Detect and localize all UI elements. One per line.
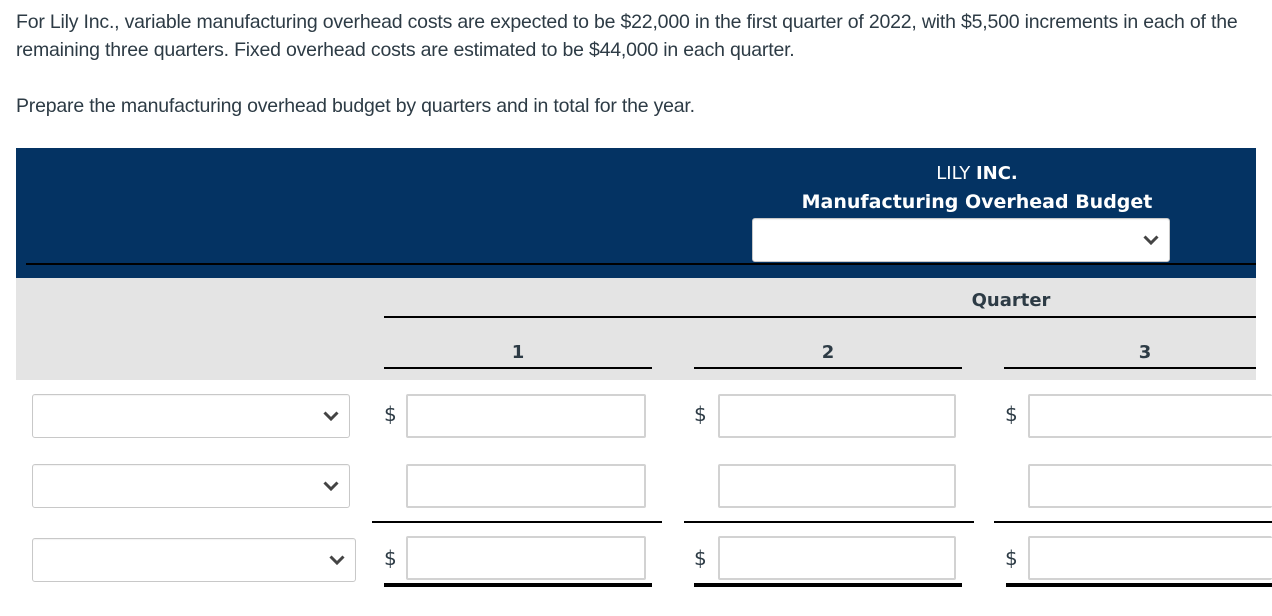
subtotal-rule (684, 521, 974, 523)
chevron-down-icon (323, 481, 339, 491)
total-double-rule (1006, 583, 1272, 587)
currency-symbol: $ (1005, 546, 1018, 570)
column-underline (694, 367, 962, 369)
company-name-suffix: INC. (975, 163, 1018, 184)
total-double-rule (384, 583, 652, 587)
q2-row2-input[interactable] (718, 464, 956, 508)
column-header-q3: 3 (1138, 342, 1152, 363)
total-double-rule (694, 583, 962, 587)
row-label-select-3[interactable] (32, 538, 356, 582)
report-title: Manufacturing Overhead Budget (801, 191, 1153, 213)
row-label-select-1[interactable] (32, 394, 350, 438)
subtotal-rule (372, 521, 662, 523)
period-select[interactable] (752, 218, 1170, 262)
row-label-select-2[interactable] (32, 464, 350, 508)
subtotal-rule (994, 521, 1272, 523)
company-name: LILY INC. (768, 163, 1186, 185)
q1-total-input[interactable] (406, 536, 646, 580)
instruction-text: Prepare the manufacturing overhead budge… (16, 95, 695, 117)
q1-row1-input[interactable] (406, 394, 646, 438)
quarter-group-header: Quarter (971, 290, 1051, 311)
q3-total-input[interactable] (1028, 536, 1272, 580)
column-header-q2: 2 (821, 342, 835, 363)
column-underline (384, 367, 652, 369)
q2-row1-input[interactable] (718, 394, 956, 438)
column-underline (1004, 367, 1256, 369)
column-header-band: Quarter 1 2 3 (16, 278, 1256, 380)
currency-symbol: $ (384, 402, 397, 426)
chevron-down-icon (1143, 235, 1159, 245)
currency-symbol: $ (1005, 402, 1018, 426)
q3-row1-input[interactable] (1028, 394, 1272, 438)
q2-total-input[interactable] (718, 536, 956, 580)
budget-header: LILY INC. Manufacturing Overhead Budget (16, 148, 1256, 278)
chevron-down-icon (329, 555, 345, 565)
currency-symbol: $ (694, 546, 707, 570)
quarter-underline (384, 316, 1256, 318)
currency-symbol: $ (384, 546, 397, 570)
column-header-q1: 1 (511, 342, 525, 363)
header-divider (26, 263, 1256, 265)
q1-row2-input[interactable] (406, 464, 646, 508)
company-name-prefix: LILY (936, 163, 976, 184)
question-text: For Lily Inc., variable manufacturing ov… (16, 11, 1238, 61)
currency-symbol: $ (694, 402, 707, 426)
chevron-down-icon (323, 411, 339, 421)
q3-row2-input[interactable] (1028, 464, 1272, 508)
